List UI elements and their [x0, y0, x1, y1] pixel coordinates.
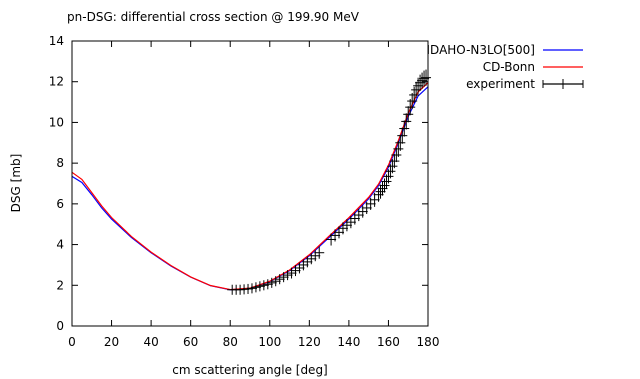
data-point — [415, 74, 426, 91]
data-point — [393, 140, 404, 157]
data-point — [298, 259, 309, 271]
axis-ticks: 0 20 40 60 80 100 120 140 160 180 0 2 4 6 8 10 12 14 — [49, 34, 440, 349]
x-tick-label: 140 — [337, 335, 360, 349]
y-tick-label: 6 — [56, 197, 64, 211]
legend-label: experiment — [466, 77, 535, 91]
data-point — [258, 280, 269, 291]
data-point — [246, 283, 257, 294]
series-line-0 — [71, 86, 429, 291]
y-tick-label: 12 — [49, 75, 64, 89]
data-point — [310, 250, 321, 262]
x-tick-label: 0 — [68, 335, 76, 349]
data-point — [401, 113, 412, 130]
data-point — [403, 106, 414, 123]
data-point — [399, 120, 410, 137]
data-point — [306, 253, 317, 265]
data-point — [375, 184, 386, 199]
data-point — [337, 222, 348, 235]
data-point — [266, 277, 277, 288]
data-point — [411, 81, 422, 98]
data-point — [395, 134, 406, 151]
plot-area — [71, 69, 432, 295]
data-point — [349, 212, 360, 225]
data-point — [243, 283, 254, 294]
data-point — [407, 92, 418, 110]
legend-label: IDAHO-N3LO[500] — [427, 43, 536, 57]
data-point — [282, 270, 293, 281]
x-tick-label: 60 — [183, 335, 198, 349]
data-point — [262, 279, 273, 290]
data-point — [341, 219, 352, 232]
data-point — [421, 69, 432, 86]
data-point — [294, 262, 305, 274]
data-point — [373, 187, 384, 202]
legend: IDAHO-N3LO[500] CD-Bonn experiment — [427, 43, 584, 91]
data-point — [379, 178, 390, 193]
plot-frame — [71, 40, 429, 327]
data-point — [330, 229, 341, 242]
y-tick-label: 0 — [56, 319, 64, 333]
data-point — [274, 274, 285, 285]
data-point — [389, 154, 400, 169]
data-point — [405, 99, 416, 116]
x-tick-label: 180 — [417, 335, 440, 349]
series-line-1 — [71, 82, 429, 291]
data-point — [417, 72, 428, 89]
x-axis-label: cm scattering angle [deg] — [172, 363, 328, 377]
chart-title: pn-DSG: differential cross section @ 199… — [67, 10, 360, 24]
data-point — [397, 127, 408, 144]
data-point — [377, 181, 388, 196]
y-tick-label: 4 — [56, 238, 64, 252]
data-point — [270, 276, 281, 287]
data-point — [290, 265, 301, 277]
x-tick-label: 120 — [298, 335, 321, 349]
data-point — [419, 70, 430, 87]
data-point — [314, 246, 325, 259]
data-point — [254, 281, 265, 292]
data-point — [302, 256, 313, 268]
x-tick-label: 160 — [377, 335, 400, 349]
x-tick-label: 80 — [223, 335, 238, 349]
data-point — [286, 267, 297, 279]
legend-label: CD-Bonn — [483, 60, 535, 74]
data-point — [353, 209, 364, 222]
y-tick-label: 14 — [49, 34, 64, 48]
data-point — [391, 147, 402, 163]
y-tick-label: 10 — [49, 115, 64, 129]
data-point — [250, 282, 261, 293]
x-tick-label: 20 — [104, 335, 119, 349]
y-tick-label: 8 — [56, 156, 64, 170]
y-tick-label: 2 — [56, 278, 64, 292]
y-axis-label: DSG [mb] — [9, 154, 23, 213]
x-tick-label: 40 — [143, 335, 158, 349]
x-tick-label: 100 — [258, 335, 281, 349]
data-point — [278, 272, 289, 283]
